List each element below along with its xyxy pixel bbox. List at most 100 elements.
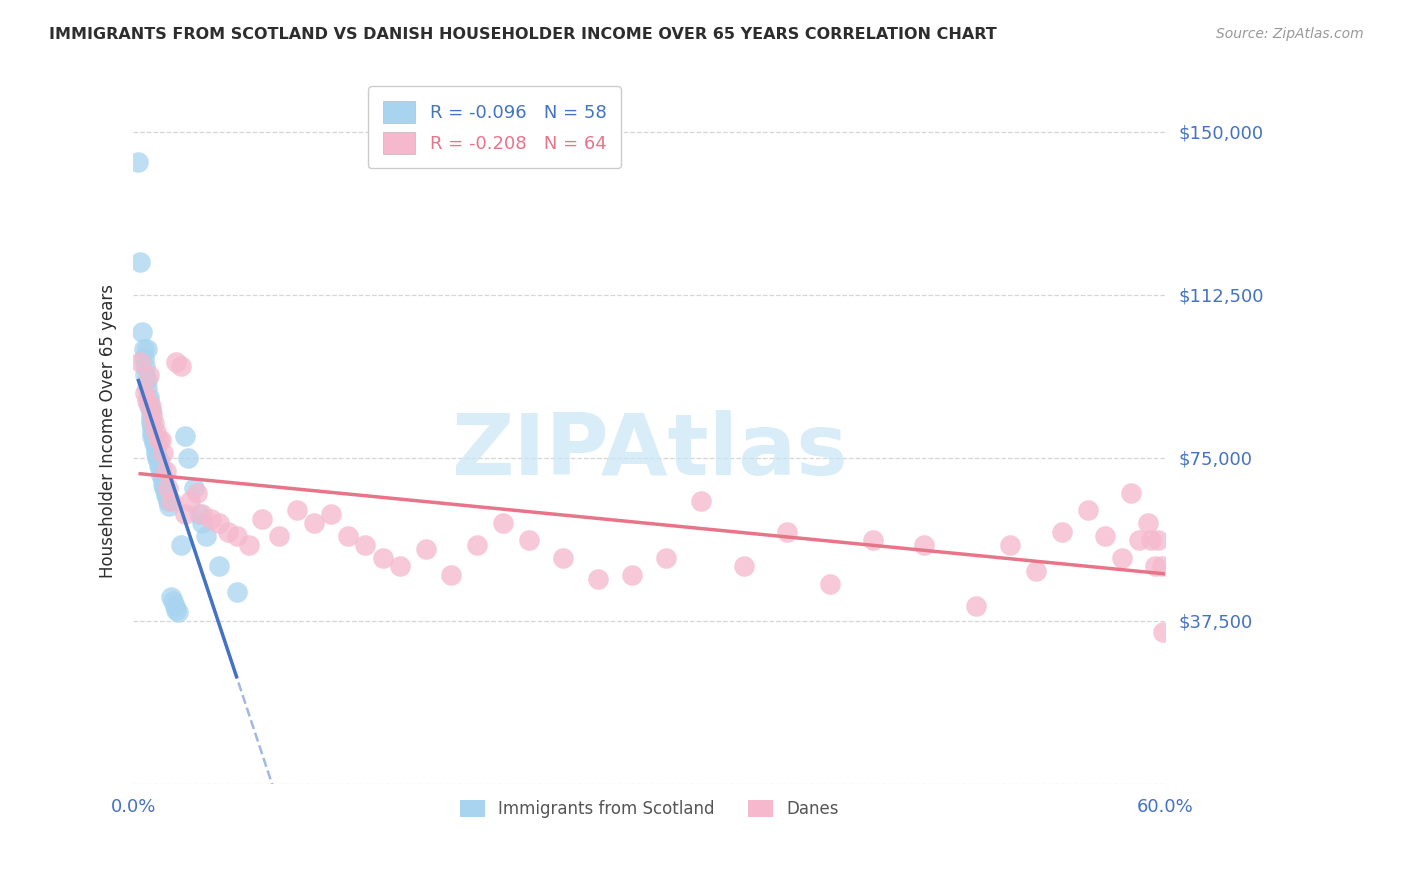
Point — [1150, 559, 1173, 574]
Point — [145, 446, 167, 460]
Point — [194, 529, 217, 543]
Point — [238, 538, 260, 552]
Point — [415, 542, 437, 557]
Point — [621, 568, 644, 582]
Point — [139, 411, 162, 425]
Point — [127, 155, 149, 169]
Point — [163, 599, 186, 613]
Point — [492, 516, 515, 530]
Point — [148, 434, 170, 448]
Point — [217, 524, 239, 539]
Legend: Immigrants from Scotland, Danes: Immigrants from Scotland, Danes — [453, 793, 845, 825]
Point — [965, 599, 987, 613]
Point — [1077, 503, 1099, 517]
Point — [160, 494, 183, 508]
Point — [136, 372, 159, 386]
Text: ZIPAtlas: ZIPAtlas — [451, 410, 848, 493]
Point — [167, 605, 190, 619]
Point — [143, 431, 166, 445]
Point — [186, 485, 208, 500]
Point — [862, 533, 884, 548]
Point — [149, 434, 172, 448]
Point — [139, 407, 162, 421]
Point — [160, 590, 183, 604]
Point — [733, 559, 755, 574]
Point — [191, 516, 214, 530]
Point — [208, 559, 231, 574]
Point — [145, 442, 167, 456]
Point — [139, 399, 162, 413]
Point — [1111, 550, 1133, 565]
Point — [149, 464, 172, 478]
Point — [269, 529, 291, 543]
Point — [440, 568, 463, 582]
Point — [153, 479, 176, 493]
Point — [156, 481, 179, 495]
Point — [143, 435, 166, 450]
Point — [174, 508, 197, 522]
Point — [179, 494, 201, 508]
Point — [138, 390, 160, 404]
Point — [177, 450, 200, 465]
Point — [1136, 516, 1159, 530]
Point — [159, 499, 181, 513]
Point — [162, 594, 184, 608]
Point — [141, 429, 163, 443]
Point — [148, 455, 170, 469]
Point — [517, 533, 540, 548]
Point — [912, 538, 935, 552]
Point — [465, 538, 488, 552]
Point — [183, 481, 205, 495]
Point — [371, 550, 394, 565]
Point — [132, 342, 155, 356]
Point — [136, 342, 159, 356]
Point — [129, 355, 152, 369]
Point — [138, 394, 160, 409]
Point — [174, 429, 197, 443]
Point — [165, 603, 187, 617]
Point — [776, 524, 799, 539]
Point — [143, 416, 166, 430]
Point — [139, 403, 162, 417]
Point — [138, 368, 160, 383]
Point — [586, 573, 609, 587]
Point — [141, 407, 163, 421]
Point — [208, 516, 231, 530]
Point — [1094, 529, 1116, 543]
Point — [155, 464, 177, 478]
Point — [1143, 559, 1166, 574]
Point — [302, 516, 325, 530]
Point — [134, 359, 156, 374]
Point — [187, 508, 209, 522]
Point — [141, 420, 163, 434]
Point — [148, 459, 170, 474]
Point — [148, 453, 170, 467]
Point — [225, 585, 247, 599]
Point — [152, 470, 174, 484]
Point — [156, 491, 179, 506]
Point — [131, 325, 153, 339]
Point — [170, 538, 193, 552]
Y-axis label: Householder Income Over 65 years: Householder Income Over 65 years — [100, 284, 117, 578]
Point — [388, 559, 411, 574]
Point — [149, 461, 172, 475]
Point — [1119, 485, 1142, 500]
Point — [252, 511, 274, 525]
Point — [136, 394, 159, 409]
Point — [655, 550, 678, 565]
Point — [143, 434, 166, 448]
Point — [136, 381, 159, 395]
Point — [225, 529, 247, 543]
Point — [553, 550, 575, 565]
Point — [155, 488, 177, 502]
Point — [191, 508, 214, 522]
Point — [145, 425, 167, 439]
Point — [145, 438, 167, 452]
Text: IMMIGRANTS FROM SCOTLAND VS DANISH HOUSEHOLDER INCOME OVER 65 YEARS CORRELATION : IMMIGRANTS FROM SCOTLAND VS DANISH HOUSE… — [49, 27, 997, 42]
Point — [1147, 533, 1170, 548]
Point — [337, 529, 360, 543]
Point — [134, 385, 156, 400]
Point — [146, 449, 169, 463]
Point — [153, 481, 176, 495]
Point — [354, 538, 377, 552]
